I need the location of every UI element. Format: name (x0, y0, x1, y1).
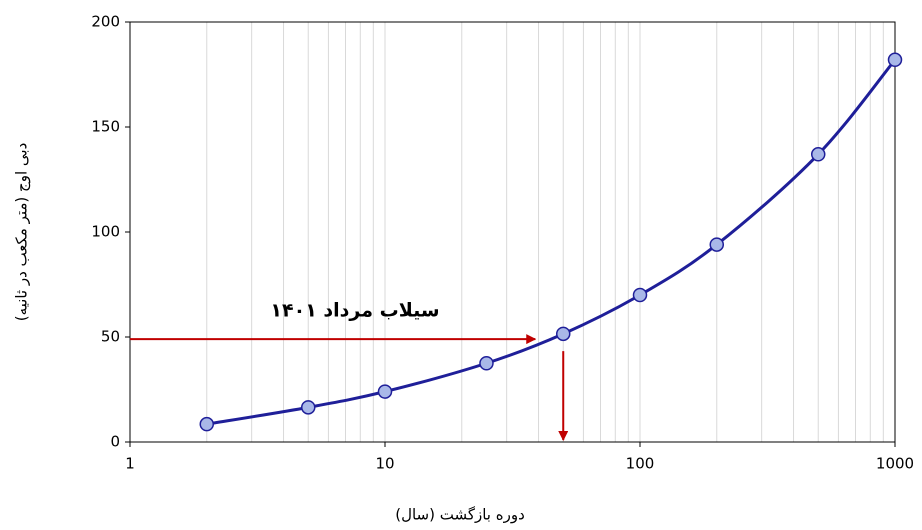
data-point (555, 326, 571, 342)
y-tick-label: 100 (91, 223, 120, 241)
series-line (206, 58, 897, 426)
y-tick-label: 150 (91, 118, 120, 136)
data-point (709, 237, 725, 252)
x-tick-label: 100 (626, 455, 655, 473)
y-tick-label: 200 (91, 13, 120, 31)
y-tick-label: 50 (101, 328, 120, 346)
y-axis-title: دبی اوج (متر مکعب در ثانیه) (13, 143, 32, 322)
y-tick-label: 0 (110, 433, 120, 451)
plot-frame (129, 21, 896, 443)
data-point (199, 416, 215, 432)
data-point (479, 356, 494, 371)
data-point (887, 52, 903, 68)
x-tick-label: 1 (125, 455, 135, 473)
x-axis-title: دوره بازگشت (سال) (395, 506, 525, 524)
data-point (632, 287, 648, 303)
data-point (300, 400, 316, 415)
data-point (810, 147, 826, 162)
annotation-text: سیلاب مرداد ۱۴۰۱ (270, 300, 439, 322)
x-tick-label: 1000 (876, 455, 914, 473)
x-tick-label: 10 (375, 455, 394, 473)
data-point (377, 384, 393, 399)
